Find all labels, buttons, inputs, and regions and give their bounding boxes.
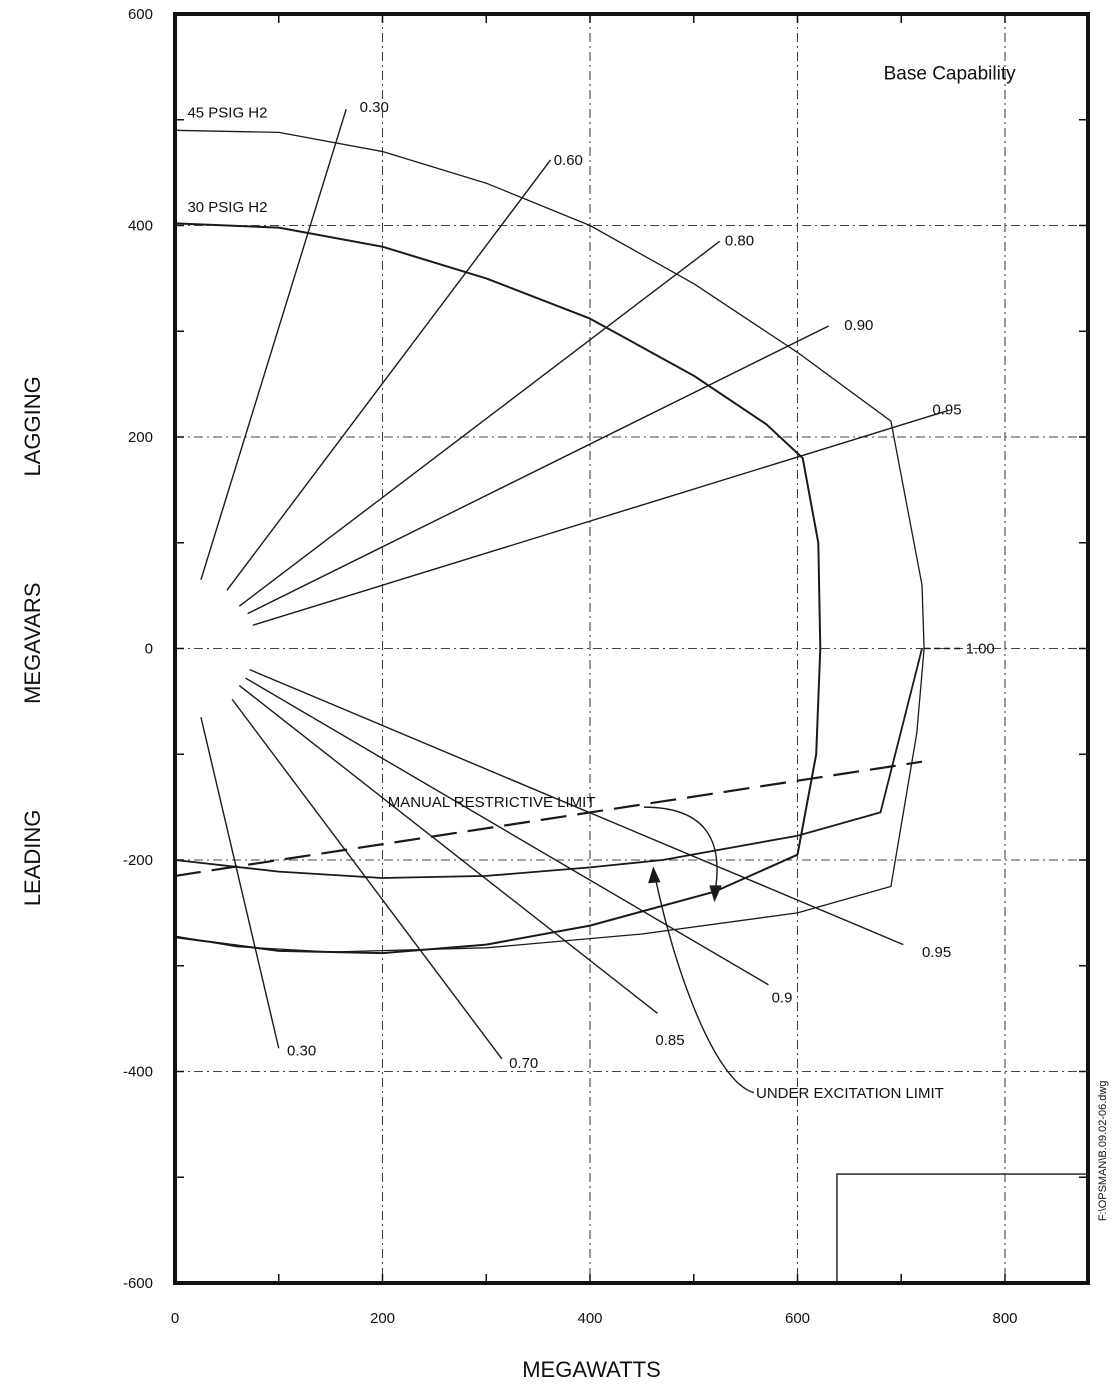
power-factor-line [238,684,658,1014]
x-tick-label: 600 [785,1310,810,1327]
restrictive-limit-arrowhead [709,885,722,903]
power-factor-line [252,409,949,626]
power-factor-line [245,677,769,986]
y-tick-label: 200 [128,429,153,446]
series-layer [174,129,925,955]
panel-label: Base Capability [884,64,1017,85]
series-line [174,853,798,955]
drawing-file-reference: F:\OPSMAN\B.09.02-06.dwg [1097,1081,1109,1222]
under-excitation-leader [653,872,755,1094]
series-line [174,760,923,877]
y-axis-label-megavars: MEGAVARS [20,582,45,703]
y-tick-label: 0 [145,641,153,658]
annotations: 45 PSIG H2 30 PSIG H2 MANUAL RESTRICTIVE L… [187,105,943,1102]
y-tick-label: -600 [123,1275,153,1292]
power-factor-label: 0.70 [509,1055,538,1072]
annotation-arrows [643,806,755,1094]
power-factor-label: 0.80 [725,232,754,249]
y-tick-labels: 600 400 200 0 -200 -400 -600 [123,6,153,1292]
series-line [174,648,925,953]
power-factor-label: 0.30 [360,99,389,116]
x-tick-labels: 0 200 400 600 800 [171,1310,1018,1327]
title-block-box [836,1173,1088,1283]
under-excitation-arrowhead [648,866,661,884]
annotation-label: MANUAL RESTRICTIVE LIMIT [388,794,596,811]
x-tick-label: 0 [171,1310,179,1327]
annotation-label: UNDER EXCITATION LIMIT [756,1085,944,1102]
power-factor-label: 1.00 [966,641,995,658]
x-tick-label: 400 [577,1310,602,1327]
power-factor-label: 0.60 [554,152,583,169]
power-factor-line [231,698,503,1060]
power-factor-line [200,717,280,1049]
x-tick-label: 800 [992,1310,1017,1327]
restrictive-limit-leader [643,806,718,896]
y-tick-label: 600 [128,6,153,23]
power-factor-label: 0.9 [772,989,793,1006]
power-factor-label: 0.30 [287,1042,316,1059]
plot-frame [173,12,1090,1285]
power-factor-line [238,240,721,607]
power-factor-line [249,669,904,946]
power-factor-line [200,108,347,580]
series-line [174,129,925,649]
y-axis-label-leading: LEADING [20,810,45,907]
power-factor-label: 0.95 [932,402,961,419]
x-tick-label: 200 [370,1310,395,1327]
y-tick-label: -200 [123,852,153,869]
x-axis-label: MEGAWATTS [522,1357,661,1382]
series-line [174,648,923,879]
power-factor-labels: 0.30 0.60 0.80 0.90 0.95 1.00 0.30 0.70 0.85 0.9 0… [287,99,995,1072]
y-axis-label-lagging: LAGGING [20,376,45,476]
series-line [174,222,822,855]
power-factor-line [226,159,552,591]
power-factor-label: 0.85 [655,1032,684,1049]
power-factor-line [247,325,829,615]
power-factor-label: 0.90 [844,317,873,334]
y-tick-label: 400 [128,218,153,235]
grid [175,14,1088,1283]
power-factor-label: 0.95 [922,944,951,961]
title-block-outline [836,1173,1088,1283]
annotation-label: 30 PSIG H2 [187,199,267,216]
y-tick-label: -400 [123,1064,153,1081]
annotation-label: 45 PSIG H2 [187,105,267,122]
power-factor-lines [200,108,964,1060]
